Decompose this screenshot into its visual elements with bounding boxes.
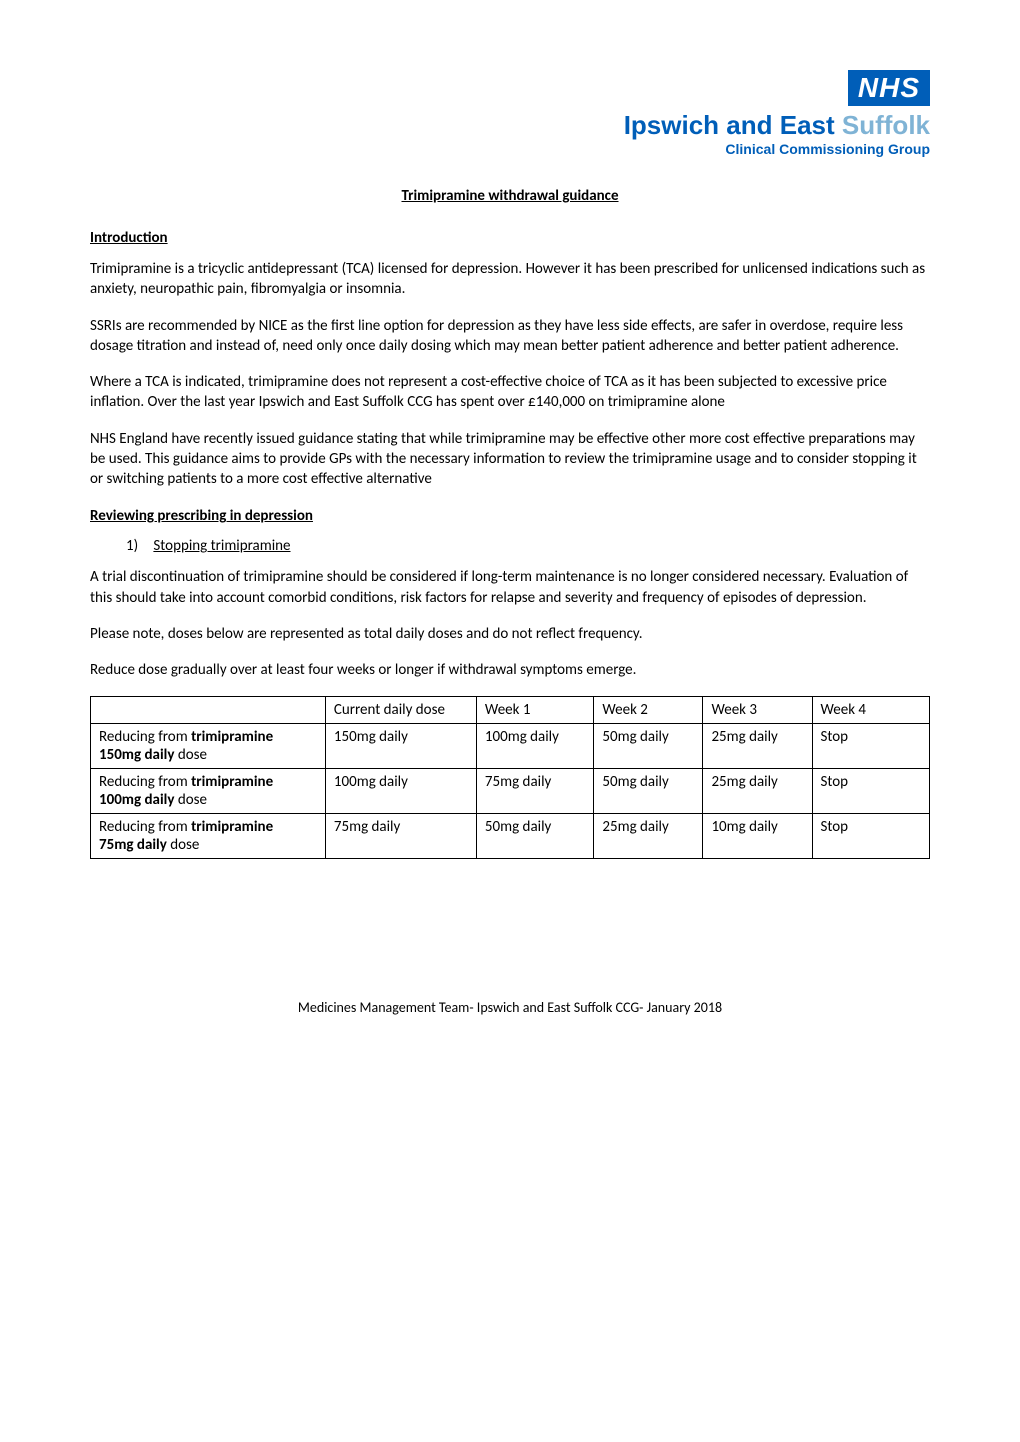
row-label-cell: Reducing from trimipramine 75mg daily do… (91, 814, 326, 859)
body-paragraph: A trial discontinuation of trimipramine … (90, 567, 930, 608)
table-row: Reducing from trimipramine 75mg daily do… (91, 814, 930, 859)
table-cell: 100mg daily (476, 724, 593, 769)
org-subtitle: Clinical Commissioning Group (90, 141, 930, 157)
org-main: Ipswich and East (624, 110, 835, 140)
row-label-text: dose (174, 791, 207, 809)
item-label: Stopping trimipramine (153, 537, 290, 555)
row-label-text: Reducing from (99, 818, 191, 836)
table-header-cell: Week 1 (476, 697, 593, 724)
intro-paragraph: Where a TCA is indicated, trimipramine d… (90, 372, 930, 413)
org-name: Ipswich and East Suffolk (90, 110, 930, 141)
page-footer: Medicines Management Team- Ipswich and E… (90, 999, 930, 1016)
table-cell: 75mg daily (325, 814, 476, 859)
table-cell: 10mg daily (703, 814, 812, 859)
table-cell: 75mg daily (476, 769, 593, 814)
table-cell: 50mg daily (594, 724, 703, 769)
table-row: Reducing from trimipramine 150mg daily d… (91, 724, 930, 769)
page: NHS Ipswich and East Suffolk Clinical Co… (0, 0, 1020, 1056)
row-label-bold: 75mg daily (99, 836, 167, 854)
intro-paragraph: NHS England have recently issued guidanc… (90, 429, 930, 490)
table-row: Reducing from trimipramine 100mg daily d… (91, 769, 930, 814)
row-label-text: Reducing from (99, 773, 191, 791)
table-header-row: Current daily dose Week 1 Week 2 Week 3 … (91, 697, 930, 724)
review-heading: Reviewing prescribing in depression (90, 507, 930, 525)
row-label-cell: Reducing from trimipramine 100mg daily d… (91, 769, 326, 814)
table-cell: 100mg daily (325, 769, 476, 814)
table-header-cell: Week 2 (594, 697, 703, 724)
row-label-bold: trimipramine (191, 818, 273, 836)
nhs-badge: NHS (848, 70, 930, 106)
nhs-logo-block: NHS Ipswich and East Suffolk Clinical Co… (90, 70, 930, 157)
table-cell: 25mg daily (703, 724, 812, 769)
table-cell: 50mg daily (476, 814, 593, 859)
document-title: Trimipramine withdrawal guidance (90, 187, 930, 205)
row-label-bold: trimipramine (191, 773, 273, 791)
numbered-item: 1) Stopping trimipramine (126, 537, 930, 555)
table-cell: Stop (812, 769, 930, 814)
body-paragraph: Please note, doses below are represented… (90, 624, 930, 644)
table-cell: 50mg daily (594, 769, 703, 814)
table-header-cell: Current daily dose (325, 697, 476, 724)
table-head: Current daily dose Week 1 Week 2 Week 3 … (91, 697, 930, 724)
intro-heading: Introduction (90, 229, 930, 247)
table-header-cell (91, 697, 326, 724)
row-label-bold: 100mg daily (99, 791, 174, 809)
table-cell: 25mg daily (594, 814, 703, 859)
table-body: Reducing from trimipramine 150mg daily d… (91, 724, 930, 859)
row-label-bold: 150mg daily (99, 746, 174, 764)
intro-paragraph: SSRIs are recommended by NICE as the fir… (90, 316, 930, 357)
dose-reduction-table: Current daily dose Week 1 Week 2 Week 3 … (90, 696, 930, 859)
row-label-text: dose (174, 746, 207, 764)
row-label-cell: Reducing from trimipramine 150mg daily d… (91, 724, 326, 769)
row-label-text: dose (167, 836, 200, 854)
row-label-bold: trimipramine (191, 728, 273, 746)
body-paragraph: Reduce dose gradually over at least four… (90, 660, 930, 680)
table-header-cell: Week 4 (812, 697, 930, 724)
org-suffix: Suffolk (842, 110, 930, 140)
table-cell: Stop (812, 814, 930, 859)
table-header-cell: Week 3 (703, 697, 812, 724)
table-cell: 25mg daily (703, 769, 812, 814)
table-cell: Stop (812, 724, 930, 769)
table-cell: 150mg daily (325, 724, 476, 769)
item-number: 1) (126, 537, 150, 555)
row-label-text: Reducing from (99, 728, 191, 746)
intro-paragraph: Trimipramine is a tricyclic antidepressa… (90, 259, 930, 300)
